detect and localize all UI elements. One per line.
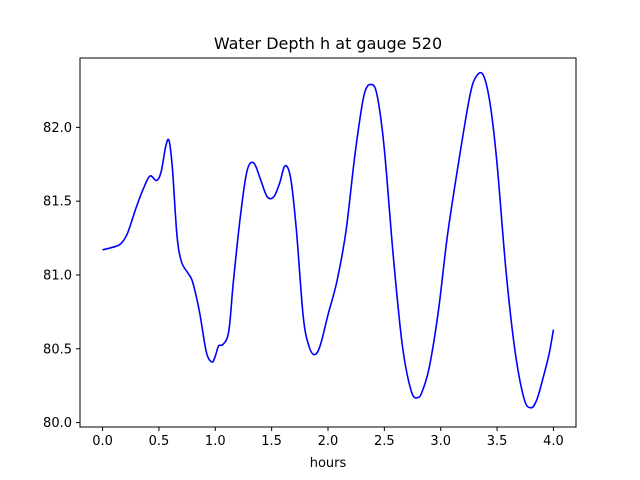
y-tick-label: 81.0 bbox=[43, 268, 72, 283]
plot-area bbox=[102, 71, 555, 409]
chart-title: Water Depth h at gauge 520 bbox=[214, 34, 442, 53]
series-line-0 bbox=[102, 71, 555, 409]
x-tick-label: 1.5 bbox=[261, 434, 282, 449]
x-tick-label: 0.0 bbox=[92, 434, 113, 449]
y-tick-label: 81.5 bbox=[43, 195, 72, 210]
axes-frame bbox=[79, 57, 577, 428]
x-tick-label: 2.5 bbox=[374, 434, 395, 449]
x-tick-label: 0.5 bbox=[149, 434, 170, 449]
x-tick-label: 2.0 bbox=[318, 434, 339, 449]
x-tick-label: 3.0 bbox=[430, 434, 451, 449]
x-axis-label: hours bbox=[310, 456, 347, 471]
y-tick-label: 80.5 bbox=[43, 342, 72, 357]
y-axis: 80.0 80.5 81.0 81.5 82.0 bbox=[43, 121, 80, 431]
x-tick-label: 3.5 bbox=[487, 434, 508, 449]
x-tick-label: 1.0 bbox=[205, 434, 226, 449]
y-tick-label: 82.0 bbox=[43, 121, 72, 136]
x-tick-label: 4.0 bbox=[543, 434, 564, 449]
x-axis: 0.0 0.5 1.0 1.5 2.0 2.5 3.0 3.5 4.0 bbox=[92, 427, 564, 449]
y-tick-label: 80.0 bbox=[43, 416, 72, 431]
